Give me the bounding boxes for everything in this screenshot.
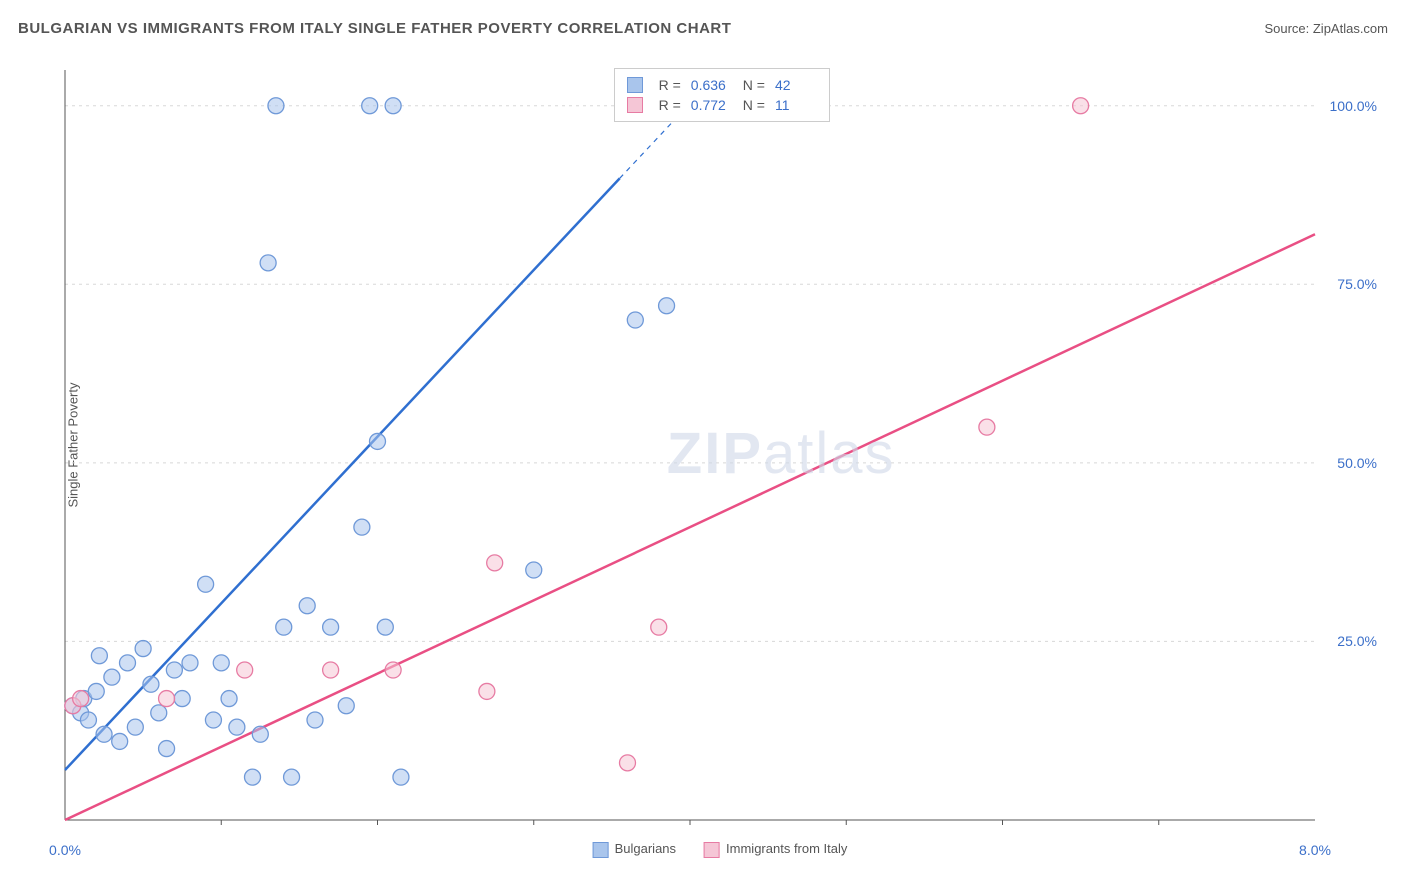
legend-item: Bulgarians xyxy=(593,841,676,858)
legend-swatch xyxy=(593,842,609,858)
scatter-plot-svg xyxy=(55,60,1385,830)
y-tick-label: 25.0% xyxy=(1337,633,1377,649)
legend-label: Immigrants from Italy xyxy=(726,841,847,856)
legend-swatch xyxy=(627,97,643,113)
chart-title: BULGARIAN VS IMMIGRANTS FROM ITALY SINGL… xyxy=(18,20,731,37)
source-attribution: Source: ZipAtlas.com xyxy=(1264,21,1388,36)
chart-area: Single Father Poverty ZIPatlas R =0.636N… xyxy=(55,60,1385,830)
x-tick-label: 8.0% xyxy=(1299,842,1331,858)
correlation-stats-box: R =0.636N =42R =0.772N =11 xyxy=(614,68,830,122)
series-legend: Bulgarians Immigrants from Italy xyxy=(593,841,848,858)
stats-row: R =0.636N =42 xyxy=(627,75,817,95)
legend-label: Bulgarians xyxy=(615,841,676,856)
legend-swatch xyxy=(627,77,643,93)
y-tick-label: 50.0% xyxy=(1337,455,1377,471)
y-tick-label: 100.0% xyxy=(1330,98,1377,114)
legend-item: Immigrants from Italy xyxy=(704,841,847,858)
x-tick-label: 0.0% xyxy=(49,842,81,858)
y-tick-label: 75.0% xyxy=(1337,276,1377,292)
stats-row: R =0.772N =11 xyxy=(627,95,817,115)
chart-header: BULGARIAN VS IMMIGRANTS FROM ITALY SINGL… xyxy=(18,20,1388,37)
legend-swatch xyxy=(704,842,720,858)
